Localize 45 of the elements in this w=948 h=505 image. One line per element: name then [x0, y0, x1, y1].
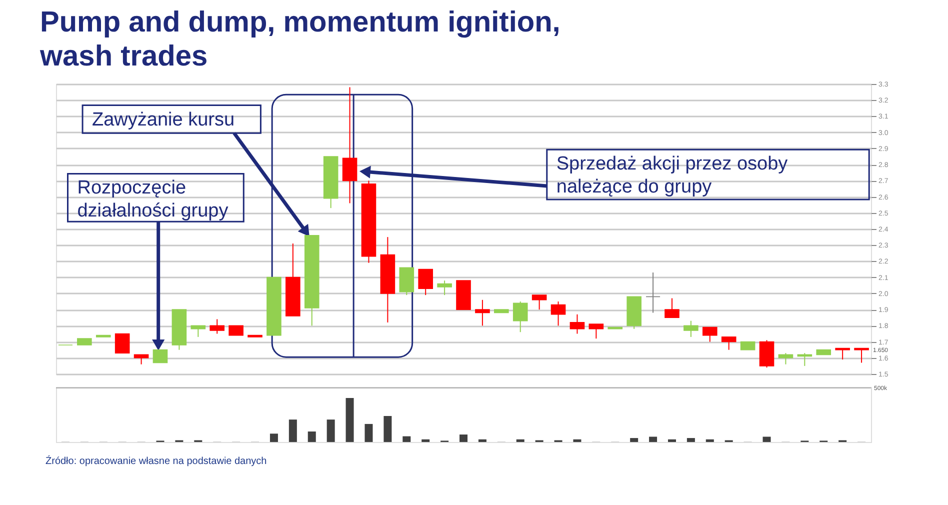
candlestick — [475, 299, 490, 326]
candlestick — [114, 333, 130, 354]
bar — [384, 416, 392, 442]
bar — [308, 431, 316, 442]
bar — [516, 439, 524, 442]
candlestick — [210, 318, 225, 334]
candlestick — [152, 349, 168, 364]
bar — [346, 398, 354, 442]
candlestick — [418, 268, 433, 296]
candlestick — [684, 320, 698, 338]
bar — [686, 438, 695, 442]
candlestick — [646, 272, 660, 314]
candlestick — [721, 336, 736, 350]
candlestick — [664, 298, 680, 318]
candlestick — [228, 325, 244, 336]
bar — [668, 439, 676, 442]
bar — [326, 420, 335, 442]
bar — [630, 438, 638, 442]
candlestick — [550, 301, 566, 326]
bar — [460, 434, 468, 442]
bar — [288, 420, 297, 442]
candlestick — [702, 326, 718, 342]
candlestick — [190, 325, 206, 338]
bar — [762, 436, 771, 442]
candlestick — [588, 324, 604, 340]
candlestick — [342, 86, 358, 204]
candlestick — [437, 280, 452, 296]
annotation: Rozpoczęcie działalności grupy — [77, 178, 229, 222]
candlestick — [570, 314, 585, 334]
annotation: Sprzedaż akcji przez osoby należące do grupy — [556, 154, 788, 198]
candlestick — [778, 352, 794, 365]
bar — [364, 424, 373, 442]
bar — [649, 436, 658, 442]
candlestick — [512, 301, 528, 333]
bar — [422, 439, 430, 442]
bar — [706, 439, 714, 442]
text: Źródło: opracowanie własne na podstawie danych — [46, 455, 267, 467]
bar — [478, 439, 486, 442]
annotation: Zawyżanie kursu — [92, 109, 235, 130]
chart-title: Pump and dump, momentum ignition, wash trades — [39, 6, 560, 72]
candlestick — [134, 354, 149, 365]
bar — [402, 436, 411, 442]
bar — [270, 434, 278, 442]
bar — [573, 439, 582, 442]
candlestick — [532, 294, 547, 310]
